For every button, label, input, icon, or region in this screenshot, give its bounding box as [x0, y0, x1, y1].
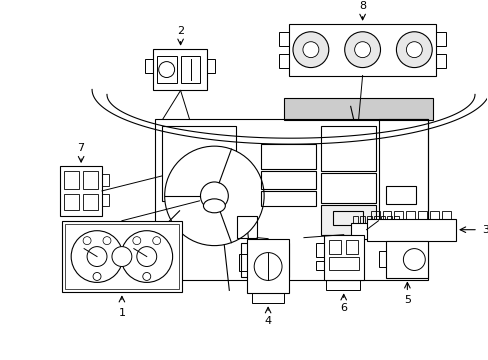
Bar	[284, 98, 432, 120]
Text: 3: 3	[482, 225, 488, 235]
Circle shape	[344, 32, 380, 68]
Bar	[386, 240, 427, 278]
Bar	[62, 221, 181, 292]
Bar	[239, 253, 247, 271]
Bar	[328, 240, 340, 253]
Text: 5: 5	[403, 295, 410, 305]
Bar	[261, 171, 315, 189]
Bar	[378, 119, 427, 234]
Bar	[386, 216, 392, 223]
Bar	[441, 211, 450, 219]
Bar	[144, 59, 152, 73]
Bar	[352, 216, 357, 223]
Text: 4: 4	[264, 316, 271, 326]
Bar	[320, 173, 375, 203]
Circle shape	[133, 237, 141, 244]
Bar	[261, 191, 315, 206]
Bar	[359, 216, 364, 223]
Circle shape	[103, 237, 111, 244]
Bar	[382, 211, 391, 219]
Circle shape	[112, 247, 132, 266]
Text: 2: 2	[177, 26, 184, 36]
Bar	[366, 216, 371, 223]
Bar	[323, 235, 363, 280]
Bar	[162, 126, 236, 201]
Bar	[154, 119, 427, 280]
Bar	[417, 211, 427, 219]
Bar	[102, 194, 109, 206]
Circle shape	[302, 42, 318, 58]
Bar	[320, 205, 375, 235]
Bar	[435, 54, 445, 68]
Text: 1: 1	[118, 308, 125, 318]
Bar	[180, 56, 200, 84]
Bar	[237, 216, 257, 238]
Bar	[320, 126, 375, 171]
Bar	[429, 211, 438, 219]
Bar	[315, 261, 323, 270]
Bar	[366, 219, 455, 240]
Bar	[378, 251, 386, 266]
Text: 7: 7	[78, 143, 84, 153]
Circle shape	[254, 253, 282, 280]
Circle shape	[142, 273, 150, 280]
Circle shape	[93, 273, 101, 280]
Bar	[386, 186, 415, 204]
Circle shape	[200, 182, 228, 210]
Bar	[65, 224, 178, 289]
Bar	[247, 239, 288, 293]
Bar	[370, 211, 379, 219]
Bar	[279, 32, 288, 46]
Circle shape	[87, 247, 107, 266]
Circle shape	[403, 249, 425, 270]
Text: 6: 6	[340, 303, 346, 313]
Bar	[288, 24, 435, 76]
Bar	[380, 216, 385, 223]
Bar	[83, 171, 98, 189]
Bar	[435, 32, 445, 46]
Circle shape	[406, 42, 422, 58]
Circle shape	[71, 231, 122, 282]
Bar	[279, 54, 288, 68]
Bar	[156, 56, 176, 84]
Bar	[102, 174, 109, 186]
Circle shape	[396, 32, 431, 68]
Bar	[83, 194, 98, 210]
Bar	[328, 257, 358, 270]
Bar	[207, 59, 215, 73]
Bar	[332, 211, 362, 225]
Bar	[345, 240, 357, 253]
Bar	[64, 171, 79, 189]
Bar	[350, 223, 402, 239]
Ellipse shape	[203, 199, 225, 213]
Circle shape	[354, 42, 370, 58]
Circle shape	[137, 247, 156, 266]
Circle shape	[159, 62, 174, 77]
Bar	[325, 280, 359, 291]
Bar	[252, 293, 284, 303]
Circle shape	[164, 146, 264, 246]
Circle shape	[121, 231, 172, 282]
Bar	[261, 144, 315, 169]
Bar	[373, 216, 378, 223]
Circle shape	[83, 237, 91, 244]
Circle shape	[152, 237, 161, 244]
Circle shape	[292, 32, 328, 68]
Bar	[64, 194, 79, 210]
Bar	[241, 243, 288, 278]
Bar	[406, 211, 414, 219]
Bar	[60, 166, 102, 216]
Bar	[152, 49, 207, 90]
Bar	[315, 243, 323, 257]
Bar	[394, 216, 399, 223]
Text: 8: 8	[358, 1, 366, 11]
Bar	[394, 211, 403, 219]
